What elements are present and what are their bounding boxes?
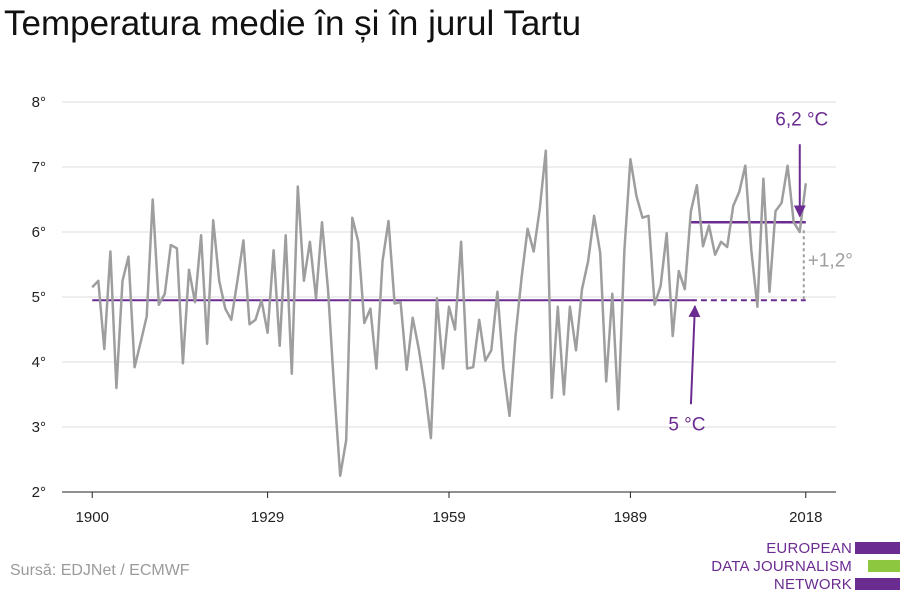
temperature-chart: 2° 3° 4° 5° 6° 7° 8° 1900 1929 1959 1989 2018 +1,2° 6… — [32, 94, 853, 526]
y-tick-label-3: 3° — [32, 419, 46, 436]
recent-annotation-label: 6,2 °C — [775, 109, 828, 130]
chart-title: Temperatura medie în și în jurul Tartu — [4, 4, 582, 43]
y-tick-label-8: 8° — [32, 94, 46, 111]
logo-bar-green — [868, 560, 900, 572]
temperature-series-line — [91, 149, 808, 478]
source-note: Sursă: EDJNet / ECMWF — [10, 562, 190, 579]
logo-bar-purple-bottom — [855, 578, 900, 590]
baseline-annotation-arrow — [688, 305, 701, 405]
x-tick-label-1900: 1900 — [76, 509, 109, 526]
baseline-annotation-label: 5 °C — [668, 414, 705, 435]
logo-line-3: NETWORK — [773, 576, 852, 593]
delta-label: +1,2° — [808, 250, 853, 271]
x-tick-label-1959: 1959 — [432, 509, 465, 526]
edjnet-logo[interactable]: EUROPEAN DATA JOURNALISM NETWORK — [680, 538, 900, 598]
y-tick-label-4: 4° — [32, 354, 46, 371]
y-tick-label-5: 5° — [32, 289, 46, 306]
y-tick-label-6: 6° — [32, 224, 46, 241]
y-tick-label-2: 2° — [32, 484, 46, 501]
logo-line-1: EUROPEAN — [766, 540, 852, 557]
x-tick-label-1929: 1929 — [251, 509, 284, 526]
x-tick-label-1989: 1989 — [614, 509, 647, 526]
y-tick-label-7: 7° — [32, 159, 46, 176]
logo-line-2: DATA JOURNALISM — [711, 558, 852, 575]
logo-bar-purple-top — [855, 542, 900, 554]
x-tick-label-2018: 2018 — [789, 509, 822, 526]
